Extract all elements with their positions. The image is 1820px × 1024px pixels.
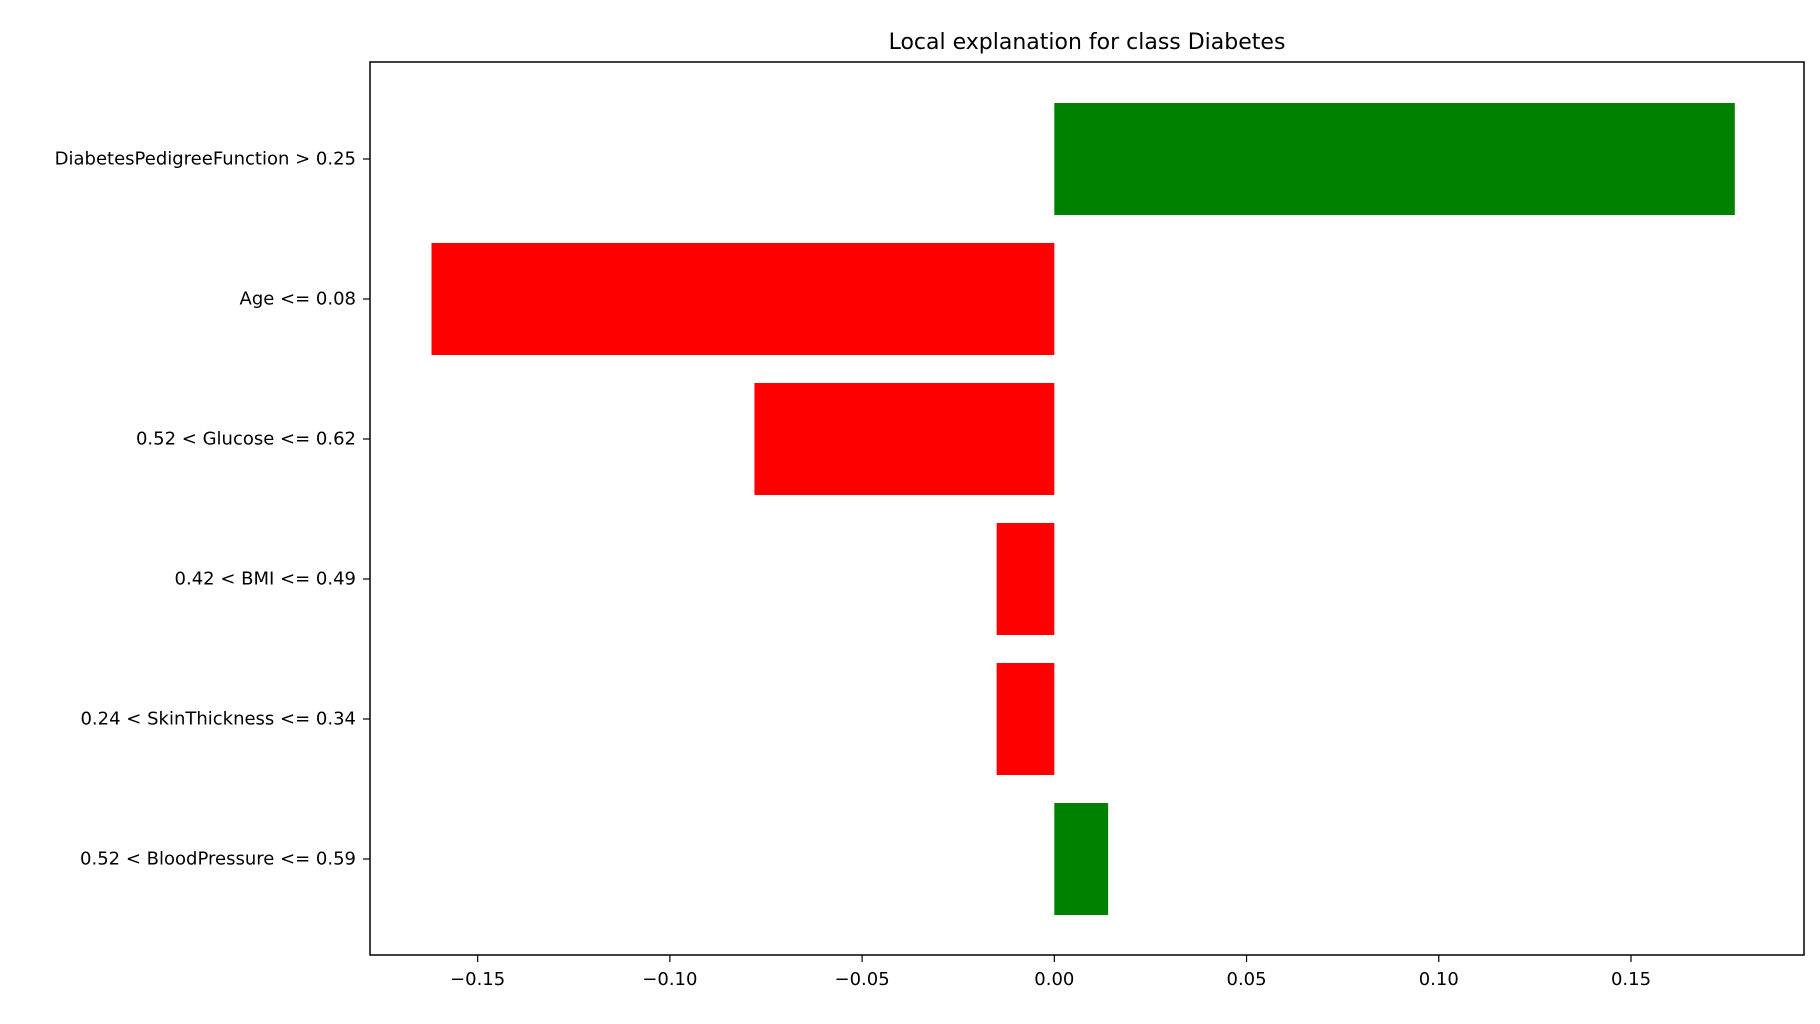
x-tick-label: 0.10 xyxy=(1419,969,1459,990)
x-axis: −0.15 −0.10 −0.05 0.00 0.05 0.10 0.15 xyxy=(450,955,1651,990)
bar-3 xyxy=(996,523,1055,635)
bar-2 xyxy=(754,383,1055,495)
x-tick-label: 0.00 xyxy=(1034,969,1074,990)
x-tick-label: 0.05 xyxy=(1227,969,1267,990)
y-tick-label: DiabetesPedigreeFunction > 0.25 xyxy=(55,149,356,170)
bar-5 xyxy=(1054,803,1109,915)
x-tick-label: −0.15 xyxy=(450,969,505,990)
bar-4 xyxy=(996,663,1055,775)
plot-frame xyxy=(369,61,1805,956)
y-tick-label: 0.42 < BMI <= 0.49 xyxy=(175,569,356,590)
x-tick-label: −0.10 xyxy=(642,969,697,990)
y-tick-label: 0.52 < Glucose <= 0.62 xyxy=(136,429,356,450)
bar-1 xyxy=(431,243,1055,355)
bars-layer xyxy=(431,103,1735,915)
y-tick-label: Age <= 0.08 xyxy=(240,289,357,310)
bar-0 xyxy=(1054,103,1735,215)
x-tick-label: 0.15 xyxy=(1611,969,1651,990)
y-tick-label: 0.24 < SkinThickness <= 0.34 xyxy=(80,709,356,730)
y-axis: DiabetesPedigreeFunction > 0.25 Age <= 0.… xyxy=(55,149,370,870)
x-tick-label: −0.05 xyxy=(835,969,890,990)
chart-title: Local explanation for class Diabetes xyxy=(889,30,1286,55)
y-tick-label: 0.52 < BloodPressure <= 0.59 xyxy=(80,849,356,870)
